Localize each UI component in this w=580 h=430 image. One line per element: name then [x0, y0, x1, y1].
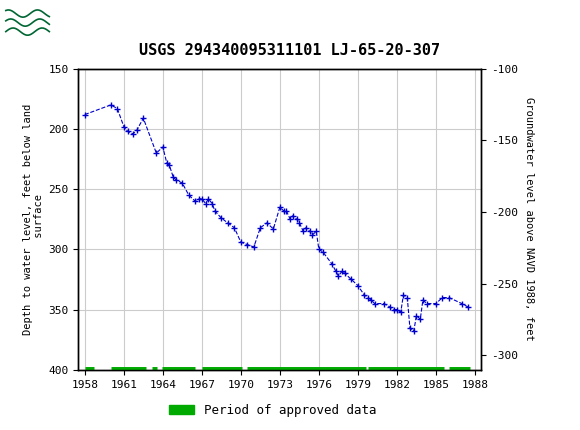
Y-axis label: Groundwater level above NAVD 1988, feet: Groundwater level above NAVD 1988, feet	[524, 98, 534, 341]
Bar	[3, 2, 52, 43]
Legend: Period of approved data: Period of approved data	[164, 399, 382, 421]
Y-axis label: Depth to water level, feet below land
 surface: Depth to water level, feet below land su…	[23, 104, 44, 335]
Text: USGS: USGS	[58, 14, 113, 31]
Text: USGS 294340095311101 LJ-65-20-307: USGS 294340095311101 LJ-65-20-307	[139, 43, 441, 58]
